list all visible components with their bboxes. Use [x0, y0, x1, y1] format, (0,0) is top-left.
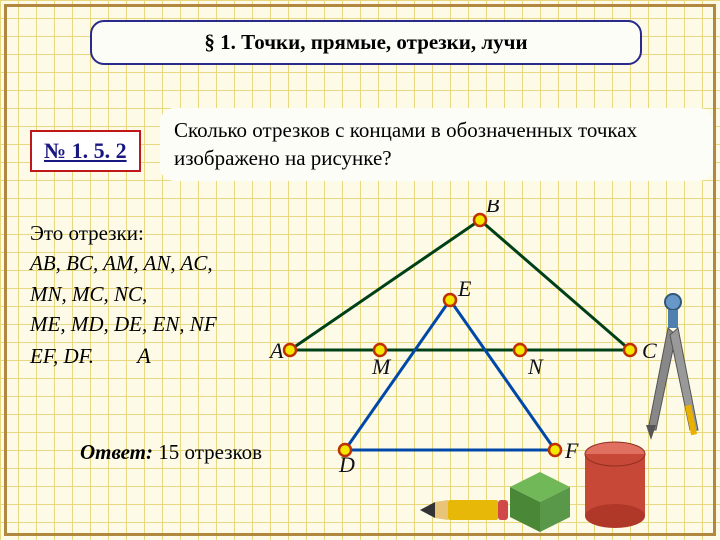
problem-number[interactable]: № 1. 5. 2 [30, 130, 141, 172]
segments-list: Это отрезки: AB, BC, AM, AN, AC, MN, MC,… [30, 218, 217, 372]
segments-line3: ME, MD, DE, EN, NF [30, 312, 217, 336]
svg-text:D: D [338, 452, 355, 477]
segments-line1: AB, BC, AM, AN, AC, [30, 251, 213, 275]
content-layer: § 1. Точки, прямые, отрезки, лучи № 1. 5… [0, 0, 720, 540]
svg-text:E: E [457, 276, 472, 301]
answer-value: 15 отрезков [158, 440, 262, 464]
final-answer: Ответ: 15 отрезков [80, 440, 262, 465]
svg-text:F: F [564, 438, 579, 463]
segments-line2: MN, MC, NC, [30, 282, 147, 306]
svg-text:B: B [486, 200, 499, 217]
svg-text:M: M [371, 354, 392, 379]
answer-label: Ответ: [80, 440, 153, 464]
section-title: § 1. Точки, прямые, отрезки, лучи [90, 20, 642, 65]
svg-text:N: N [527, 354, 544, 379]
geometry-diagram: A B C M N E D F [260, 200, 660, 480]
segments-intro: Это отрезки: [30, 221, 144, 245]
question-text: Сколько отрезков с концами в обозначенны… [160, 108, 713, 181]
point-A-inline: A [137, 343, 150, 368]
svg-text:A: A [268, 338, 284, 363]
pencil-icon [420, 490, 510, 530]
segments-line4: EF, DF. [30, 344, 94, 368]
svg-text:C: C [642, 338, 657, 363]
